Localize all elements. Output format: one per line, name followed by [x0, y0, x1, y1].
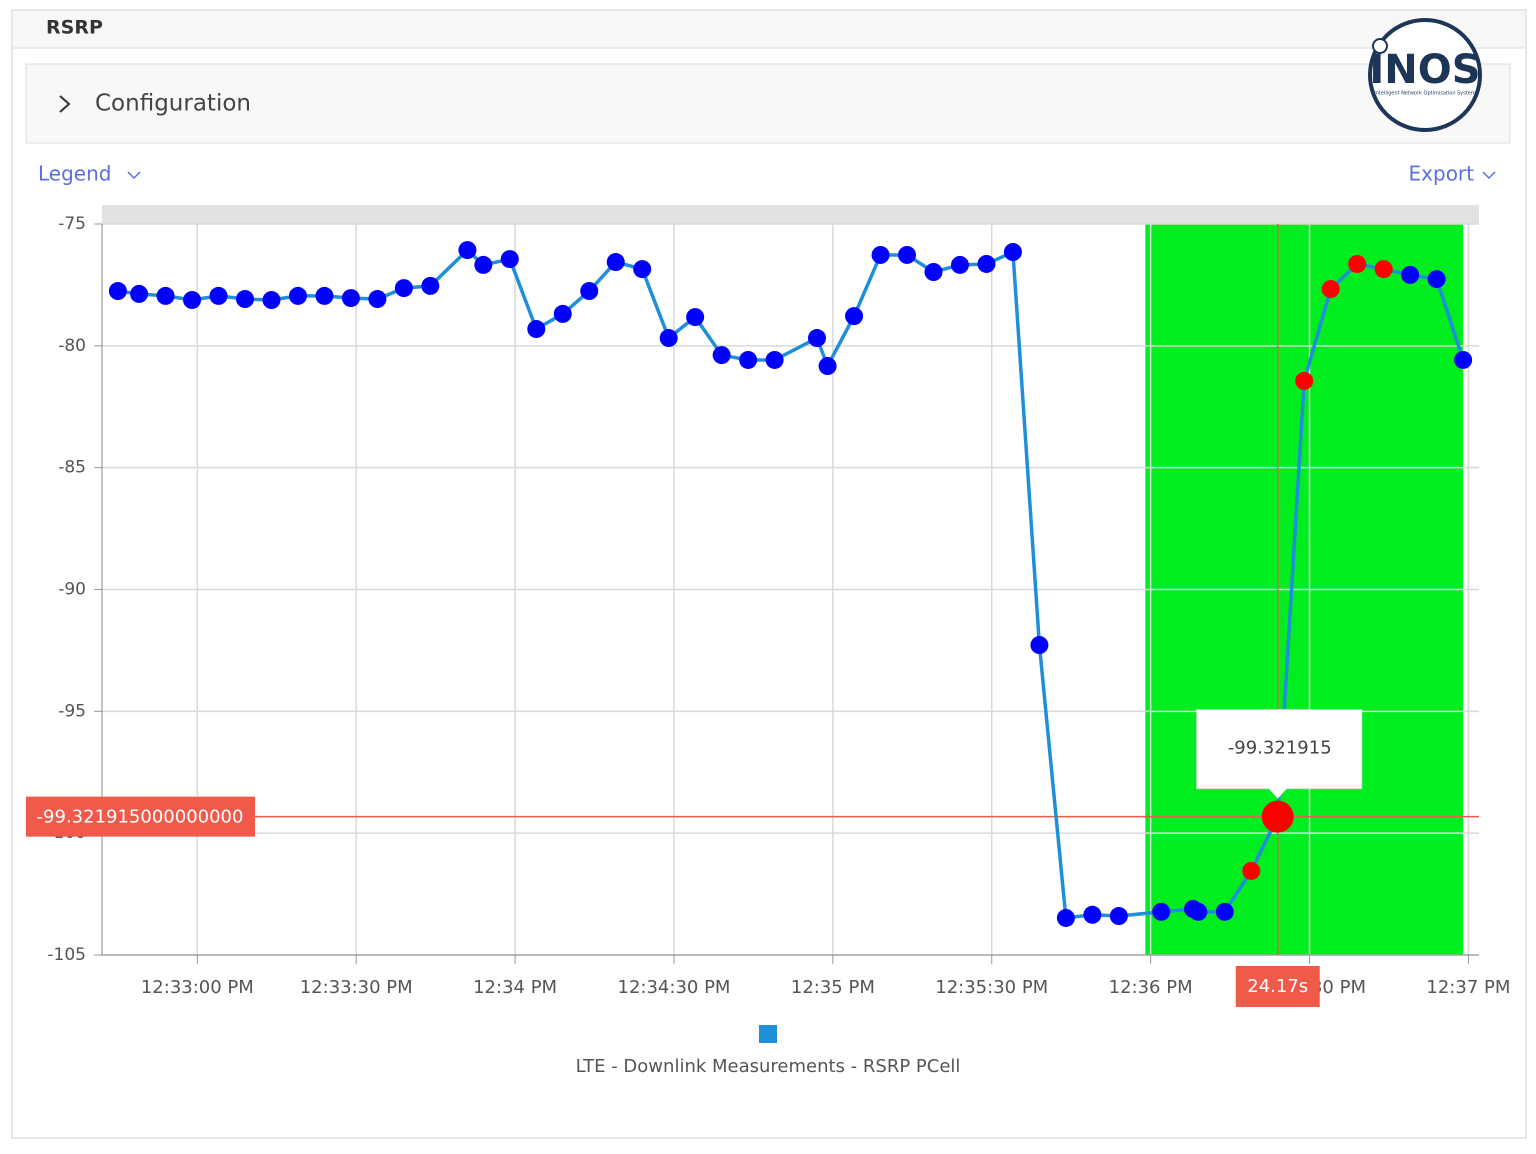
data-point [1348, 254, 1367, 273]
data-point [871, 245, 890, 264]
logo-name: INOS [1369, 47, 1480, 93]
configuration-bar[interactable] [25, 63, 1511, 144]
data-point [1427, 270, 1446, 289]
data-point [739, 350, 758, 369]
data-point [474, 255, 493, 274]
crosshair-y-label: -99.321915000000000 [37, 807, 244, 828]
data-point [580, 282, 599, 301]
export-chevron[interactable] [1482, 171, 1496, 180]
tooltip-box [1196, 709, 1363, 790]
y-tick-label: -105 [47, 945, 86, 965]
logo-dot [1372, 38, 1388, 54]
data-point [765, 350, 784, 369]
data-point [553, 304, 572, 323]
data-point [1454, 350, 1473, 369]
expand-icon[interactable] [59, 95, 71, 113]
export-button[interactable]: Export [1409, 162, 1475, 186]
x-tick-label: 12:34:30 PM [618, 977, 731, 998]
data-point [262, 291, 281, 310]
data-point [183, 291, 202, 310]
crosshair-x-box [1235, 966, 1320, 1007]
data-point [130, 284, 149, 303]
data-point [807, 329, 826, 348]
y-tick-label: -90 [58, 580, 86, 600]
x-tick-label: 12:37 PM [1426, 977, 1510, 998]
data-point [394, 279, 413, 298]
y-tick-label: -80 [58, 336, 86, 356]
scroll-bar[interactable] [102, 205, 1479, 224]
configuration-label[interactable]: Configuration [95, 91, 251, 117]
data-point [845, 307, 864, 326]
x-tick-label: 12:34 PM [473, 977, 557, 998]
data-point [633, 260, 652, 279]
data-point [315, 286, 334, 305]
data-point [1030, 636, 1049, 655]
data-point [1003, 243, 1022, 262]
logo-tagline: Intelligent Network Optimisation System [1374, 91, 1476, 97]
data-point [1401, 265, 1420, 284]
tooltip-pointer [1267, 787, 1288, 799]
y-tick-label: -85 [58, 458, 86, 478]
data-point [1109, 907, 1128, 926]
y-tick-label: -95 [58, 701, 86, 721]
data-point [1189, 902, 1208, 921]
data-point [1152, 902, 1171, 921]
panel-title: RSRP [46, 17, 103, 39]
data-point [500, 250, 519, 269]
crosshair-x-label: 24.17s [1247, 976, 1308, 997]
y-tick-label: -75 [58, 214, 86, 234]
data-point [1056, 908, 1075, 927]
card-header [13, 11, 1525, 48]
data-point [421, 276, 440, 295]
x-tick-label: 12:36 PM [1109, 977, 1193, 998]
data-point [606, 253, 625, 272]
data-point [1374, 260, 1393, 279]
data-point [235, 290, 254, 309]
data-point [950, 255, 969, 274]
data-point [1321, 280, 1340, 299]
data-point [341, 289, 360, 308]
data-point [977, 254, 996, 273]
x-tick-label: 12:35:30 PM [935, 977, 1048, 998]
x-tick-label: 12:35 PM [791, 977, 875, 998]
crosshair-y-box [26, 796, 255, 837]
legend-chevron[interactable] [127, 171, 141, 180]
data-point [1261, 800, 1294, 833]
data-point [1242, 861, 1261, 880]
x-tick-label: 12:33:00 PM [141, 977, 254, 998]
legend-swatch [759, 1025, 777, 1043]
x-tick-label: 12:33:30 PM [300, 977, 413, 998]
data-point [1295, 371, 1314, 390]
data-point [1083, 905, 1102, 924]
data-point [712, 346, 731, 365]
data-point [898, 245, 917, 264]
series-line [117, 247, 1465, 920]
data-point [108, 282, 127, 301]
data-point [288, 286, 307, 305]
logo-ring [1368, 18, 1482, 132]
data-point [209, 286, 228, 305]
data-point [156, 286, 175, 305]
data-point [659, 329, 678, 348]
data-point [458, 241, 477, 260]
tooltip-text: -99.321915 [1228, 738, 1332, 759]
data-point [686, 308, 705, 327]
data-point [1215, 902, 1234, 921]
data-point [818, 357, 837, 376]
data-point [527, 320, 546, 339]
legend-label: LTE - Downlink Measurements - RSRP PCell [576, 1056, 961, 1077]
data-point [368, 290, 387, 309]
data-point [924, 263, 943, 282]
legend-button[interactable]: Legend [38, 162, 111, 186]
